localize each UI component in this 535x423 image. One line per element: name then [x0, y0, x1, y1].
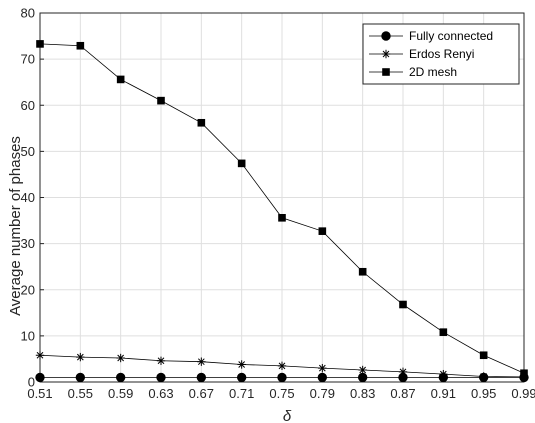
data-point-asterisk: [381, 49, 391, 59]
data-point-square: [520, 369, 528, 378]
data-point-asterisk: [116, 353, 125, 363]
x-tick-label: 0.75: [269, 386, 294, 401]
x-tick-label: 0.55: [68, 386, 93, 401]
data-point-asterisk: [76, 352, 85, 362]
data-point-square: [36, 40, 44, 48]
y-tick-label: 20: [21, 282, 35, 297]
data-point-circle: [35, 372, 45, 383]
data-point-square: [399, 300, 407, 309]
data-point-square: [76, 41, 85, 50]
y-tick-label: 50: [21, 144, 35, 159]
data-point-asterisk: [237, 360, 246, 369]
legend-label: 2D mesh: [409, 65, 457, 79]
data-point-square: [439, 328, 448, 336]
data-point-asterisk: [277, 361, 287, 371]
data-point-circle: [357, 372, 368, 383]
data-point-asterisk: [197, 357, 206, 366]
y-tick-label: 10: [21, 328, 35, 343]
x-tick-label: 0.63: [148, 386, 173, 401]
legend-entry: Erdos Renyi: [369, 47, 474, 61]
x-tick-label: 0.59: [108, 386, 133, 401]
data-point-circle: [317, 372, 328, 383]
data-point-asterisk: [479, 372, 488, 381]
data-point-circle: [236, 372, 247, 383]
x-tick-label: 0.79: [310, 386, 335, 401]
y-tick-label: 0: [28, 375, 35, 390]
legend-entry: Fully connected: [369, 29, 493, 43]
data-point-square: [278, 213, 286, 222]
x-tick-label: 0.51: [27, 386, 52, 401]
x-tick-label: 0.99: [511, 386, 535, 401]
data-point-square: [237, 159, 246, 168]
x-tick-label: 0.83: [350, 386, 375, 401]
legend-entry: 2D mesh: [369, 65, 457, 79]
y-axis-label: Average number of phases: [7, 136, 24, 316]
x-tick-label: 0.91: [431, 386, 456, 401]
data-point-circle: [196, 372, 207, 383]
legend-label: Erdos Renyi: [409, 47, 474, 61]
data-point-asterisk: [156, 356, 166, 365]
data-point-asterisk: [358, 365, 367, 375]
data-point-square: [479, 351, 488, 360]
legend-label: Fully connected: [409, 29, 493, 43]
data-point-square: [197, 118, 206, 127]
x-tick-label: 0.71: [229, 386, 254, 401]
data-point-asterisk: [439, 369, 448, 379]
x-tick-label: 0.87: [390, 386, 415, 401]
legend: Fully connected Erdos Renyi 2D mesh: [362, 23, 520, 85]
data-point-square: [358, 267, 367, 276]
y-axis-ticks: 0 10 20 30 40 50 60 70 80: [21, 6, 44, 390]
x-tick-label: 0.67: [189, 386, 214, 401]
data-point-asterisk: [35, 351, 45, 360]
data-point-square: [116, 75, 125, 84]
data-point-asterisk: [398, 367, 408, 377]
y-tick-label: 40: [21, 190, 35, 205]
data-point-square: [318, 227, 327, 235]
data-point-circle: [156, 372, 166, 383]
data-point-circle: [381, 31, 391, 41]
data-point-circle: [115, 372, 126, 383]
series-2d-mesh: [36, 40, 528, 378]
x-axis-label: δ: [283, 408, 292, 423]
x-tick-label: 0.95: [471, 386, 496, 401]
data-point-square: [157, 96, 165, 105]
y-tick-label: 60: [21, 98, 35, 113]
x-axis-ticks: 0.51 0.55 0.59 0.63 0.67 0.71 0.75 0.79 0.83 0.87…: [27, 378, 535, 401]
data-point-circle: [277, 372, 287, 383]
data-point-circle: [75, 372, 86, 383]
data-point-square: [382, 68, 390, 76]
y-tick-label: 80: [21, 6, 35, 21]
series-group: [35, 40, 529, 383]
y-tick-label: 70: [21, 52, 35, 67]
series-erdos-renyi: [35, 351, 529, 382]
data-point-asterisk: [318, 363, 327, 373]
y-tick-label: 30: [21, 236, 35, 251]
